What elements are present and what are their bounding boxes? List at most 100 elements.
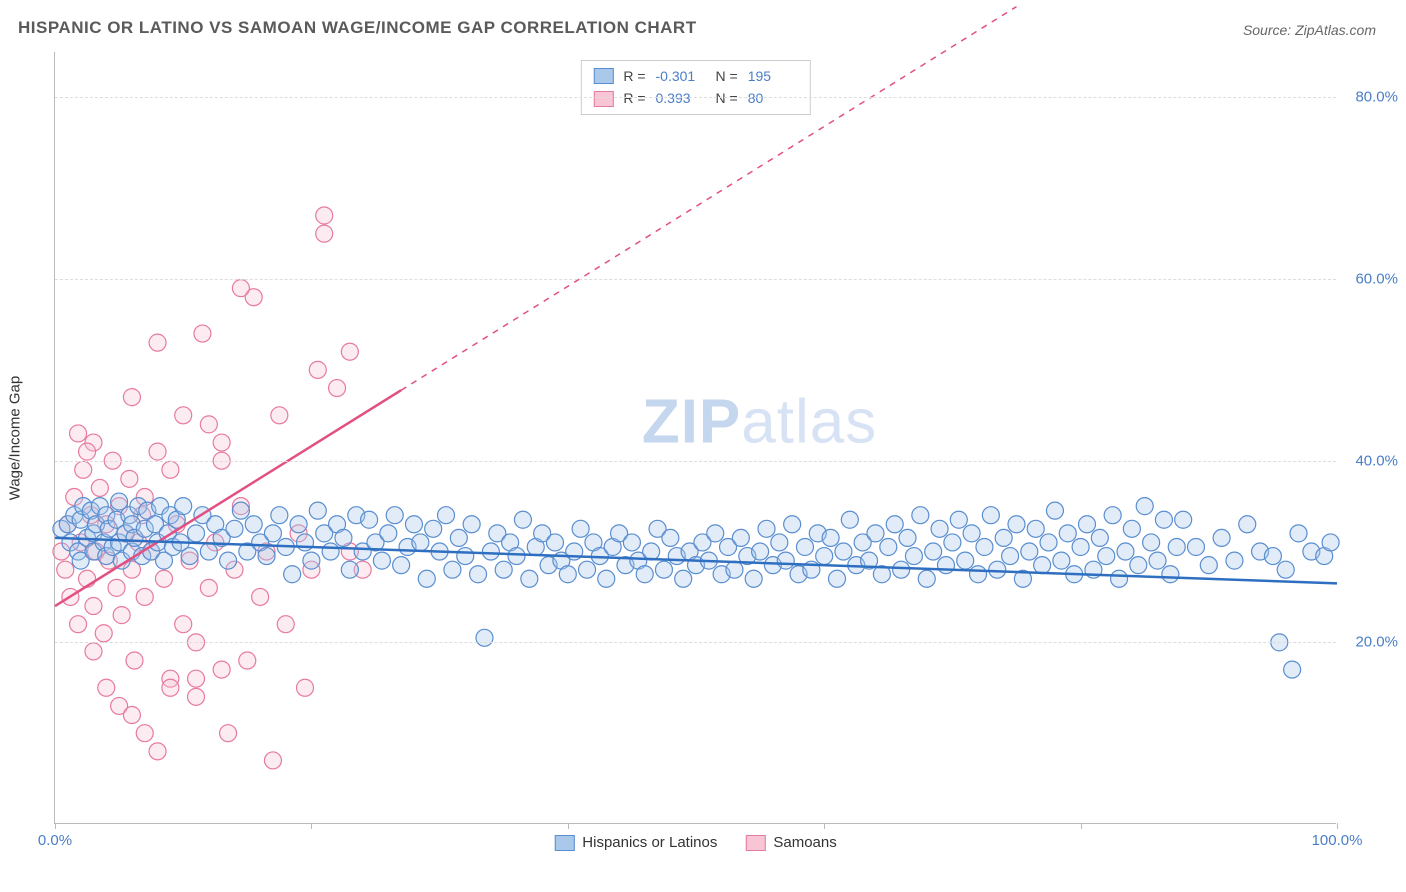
data-point <box>508 548 525 565</box>
chart-area: Wage/Income Gap ZIPatlas R = -0.301 N = … <box>54 52 1336 824</box>
legend-label-samoan: Samoans <box>773 834 836 851</box>
data-point <box>572 520 589 537</box>
data-point <box>726 561 743 578</box>
data-point <box>450 529 467 546</box>
data-point <box>989 561 1006 578</box>
data-point <box>1027 520 1044 537</box>
stat-r-label: R = <box>623 87 645 109</box>
data-point <box>1136 498 1153 515</box>
data-point <box>476 629 493 646</box>
data-point <box>188 525 205 542</box>
x-tick-mark <box>1337 823 1338 829</box>
data-point <box>925 543 942 560</box>
data-point <box>162 679 179 696</box>
data-point <box>412 534 429 551</box>
stat-n-hispanic: 195 <box>748 65 798 87</box>
data-point <box>1021 543 1038 560</box>
data-point <box>944 534 961 551</box>
data-point <box>175 616 192 633</box>
data-point <box>296 679 313 696</box>
data-point <box>1226 552 1243 569</box>
data-point <box>1091 529 1108 546</box>
data-point <box>95 625 112 642</box>
data-point <box>1277 561 1294 578</box>
data-point <box>1162 566 1179 583</box>
data-point <box>829 570 846 587</box>
data-point <box>931 520 948 537</box>
chart-title: HISPANIC OR LATINO VS SAMOAN WAGE/INCOME… <box>18 18 697 38</box>
data-point <box>777 552 794 569</box>
data-point <box>162 461 179 478</box>
data-point <box>149 334 166 351</box>
data-point <box>136 725 153 742</box>
data-point <box>482 543 499 560</box>
data-point <box>1117 543 1134 560</box>
data-point <box>98 679 115 696</box>
data-point <box>1213 529 1230 546</box>
data-point <box>1239 516 1256 533</box>
x-tick-mark <box>1081 823 1082 829</box>
data-point <box>950 511 967 528</box>
data-point <box>380 525 397 542</box>
data-point <box>277 616 294 633</box>
data-point <box>200 416 217 433</box>
data-point <box>880 538 897 555</box>
data-point <box>1123 520 1140 537</box>
data-point <box>995 529 1012 546</box>
x-tick-label: 100.0% <box>1312 832 1363 849</box>
data-point <box>444 561 461 578</box>
data-point <box>463 516 480 533</box>
data-point <box>1079 516 1096 533</box>
data-point <box>1187 538 1204 555</box>
data-point <box>264 525 281 542</box>
source-label: Source: ZipAtlas.com <box>1243 22 1376 38</box>
data-point <box>393 557 410 574</box>
data-point <box>341 561 358 578</box>
data-point <box>149 743 166 760</box>
data-point <box>75 461 92 478</box>
data-point <box>271 507 288 524</box>
data-point <box>495 561 512 578</box>
data-point <box>226 520 243 537</box>
legend-item-samoan: Samoans <box>745 834 836 851</box>
stat-r-samoan: 0.393 <box>656 87 706 109</box>
stat-box: R = -0.301 N = 195 R = 0.393 N = 80 <box>580 60 810 115</box>
data-point <box>239 652 256 669</box>
data-point <box>1264 548 1281 565</box>
data-point <box>252 588 269 605</box>
data-point <box>322 543 339 560</box>
data-point <box>309 361 326 378</box>
data-point <box>181 548 198 565</box>
legend-item-hispanic: Hispanics or Latinos <box>554 834 717 851</box>
swatch-hispanic <box>593 68 613 84</box>
data-point <box>893 561 910 578</box>
y-tick-label: 40.0% <box>1343 452 1398 469</box>
data-point <box>745 570 762 587</box>
stat-n-label: N = <box>716 65 738 87</box>
data-point <box>245 516 262 533</box>
data-point <box>386 507 403 524</box>
data-point <box>1284 661 1301 678</box>
data-point <box>258 548 275 565</box>
data-point <box>1322 534 1339 551</box>
data-point <box>835 543 852 560</box>
data-point <box>57 561 74 578</box>
data-point <box>970 566 987 583</box>
data-point <box>85 598 102 615</box>
data-point <box>1168 538 1185 555</box>
data-point <box>290 516 307 533</box>
data-point <box>1040 534 1057 551</box>
stat-row-hispanic: R = -0.301 N = 195 <box>593 65 797 87</box>
legend-label-hispanic: Hispanics or Latinos <box>582 834 717 851</box>
data-point <box>1002 548 1019 565</box>
data-point <box>470 566 487 583</box>
data-point <box>329 380 346 397</box>
data-point <box>758 520 775 537</box>
data-point <box>194 325 211 342</box>
data-point <box>662 529 679 546</box>
data-point <box>309 502 326 519</box>
data-point <box>1130 557 1147 574</box>
data-point <box>155 570 172 587</box>
data-point <box>963 525 980 542</box>
data-point <box>1046 502 1063 519</box>
